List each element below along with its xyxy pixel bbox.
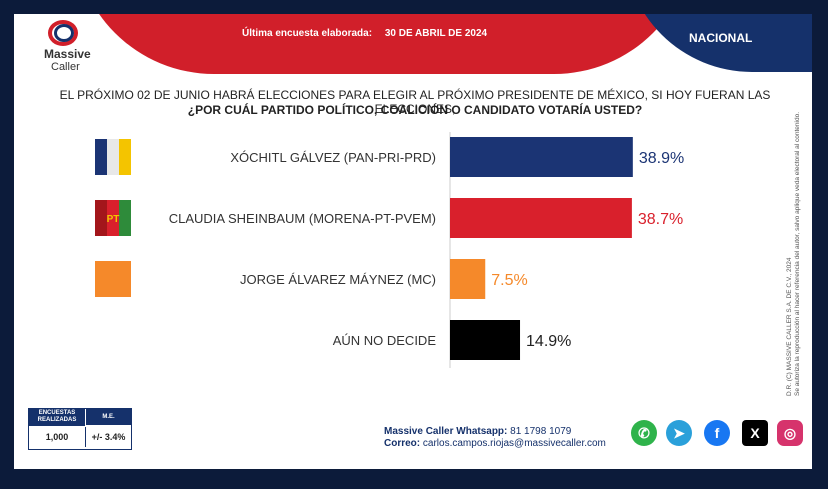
question-line-1: EL PRÓXIMO 02 DE JUNIO HABRÁ ELECCIONES … (59, 88, 771, 116)
facebook-icon[interactable]: f (704, 420, 730, 446)
telegram-icon[interactable]: ➤ (666, 420, 692, 446)
bar (450, 320, 521, 360)
massive-caller-logo: Massive Caller (26, 20, 96, 80)
copyright-line-2: Se autoriza la reproducción al hacer ref… (794, 111, 801, 396)
party-logos-icon (95, 200, 107, 236)
bar (450, 198, 632, 238)
margin-error-value: +/- 3.4% (85, 427, 131, 447)
whatsapp-contact: Massive Caller Whatsapp: 81 1798 1079 (384, 426, 571, 437)
logo-ring-icon (48, 20, 78, 46)
category-label: JORGE ÁLVAREZ MÁYNEZ (MC) (240, 272, 436, 287)
movimiento-ciudadano-icon (95, 261, 131, 297)
category-label: CLAUDIA SHEINBAUM (MORENA-PT-PVEM) (169, 211, 436, 226)
pt-logo-text: PT (107, 214, 120, 225)
mc-logo (95, 261, 131, 297)
instagram-icon[interactable]: ◎ (777, 420, 803, 446)
question-line-2: ¿POR CUÁL PARTIDO POLÍTICO, COALICIÓN O … (187, 103, 643, 117)
bar (450, 259, 486, 299)
copyright-note: D.R. (C) MASSIVE CALLER S.A. DE C.V., 20… (786, 112, 802, 396)
bar (450, 137, 633, 177)
logo-text-line2: Caller (51, 61, 80, 73)
whatsapp-icon[interactable]: ✆ (631, 420, 657, 446)
party-logos-icon (119, 139, 131, 175)
party-logos-icon (107, 139, 119, 175)
copyright-line-1: D.R. (C) MASSIVE CALLER S.A. DE C.V., 20… (786, 257, 793, 396)
survey-date-value: 30 DE ABRIL DE 2024 (384, 28, 488, 39)
whatsapp-label: Massive Caller Whatsapp: (384, 426, 508, 437)
whatsapp-number[interactable]: 81 1798 1079 (510, 426, 572, 437)
header-red-band (74, 14, 694, 74)
logo-inner-ring-icon (54, 24, 74, 42)
surveys-header: ENCUESTAS REALIZADAS (29, 409, 85, 426)
value-label: 38.7% (638, 211, 683, 228)
poll-card: Massive Caller Última encuesta elaborada… (14, 14, 812, 469)
email-contact: Correo: carlos.campos.riojas@massivecall… (384, 438, 606, 449)
party-logos-icon (95, 139, 107, 175)
value-label: 14.9% (526, 333, 571, 350)
pan-pri-prd-logos (95, 139, 131, 175)
surveys-value: 1,000 (45, 432, 69, 442)
x-icon[interactable]: X (742, 420, 768, 446)
survey-info-table: ENCUESTAS REALIZADAS M.E. 1,000 +/- 3.4% (28, 408, 132, 450)
party-logos-icon (107, 200, 119, 236)
category-label: AÚN NO DECIDE (333, 333, 437, 348)
value-label: 38.9% (639, 150, 684, 167)
survey-date-label: Última encuesta elaborada: (242, 28, 373, 39)
value-label: 7.5% (491, 272, 527, 289)
scope-label: NACIONAL (689, 31, 753, 45)
survey-date: Última encuesta elaborada: 30 DE ABRIL D… (242, 28, 487, 39)
margin-error-header: M.E. (85, 409, 131, 425)
email-address[interactable]: carlos.campos.riojas@massivecaller.com (422, 438, 606, 449)
vote-intention-chart: XÓCHITL GÁLVEZ (PAN-PRI-PRD) 38.9% CLAUDIA… (95, 132, 684, 368)
party-logos-icon (119, 200, 131, 236)
email-label: Correo: (384, 438, 421, 449)
morena-pt-pvem-logos: PT (95, 200, 131, 236)
logo-text-line1: Massive (44, 47, 91, 61)
category-label: XÓCHITL GÁLVEZ (PAN-PRI-PRD) (230, 150, 436, 165)
